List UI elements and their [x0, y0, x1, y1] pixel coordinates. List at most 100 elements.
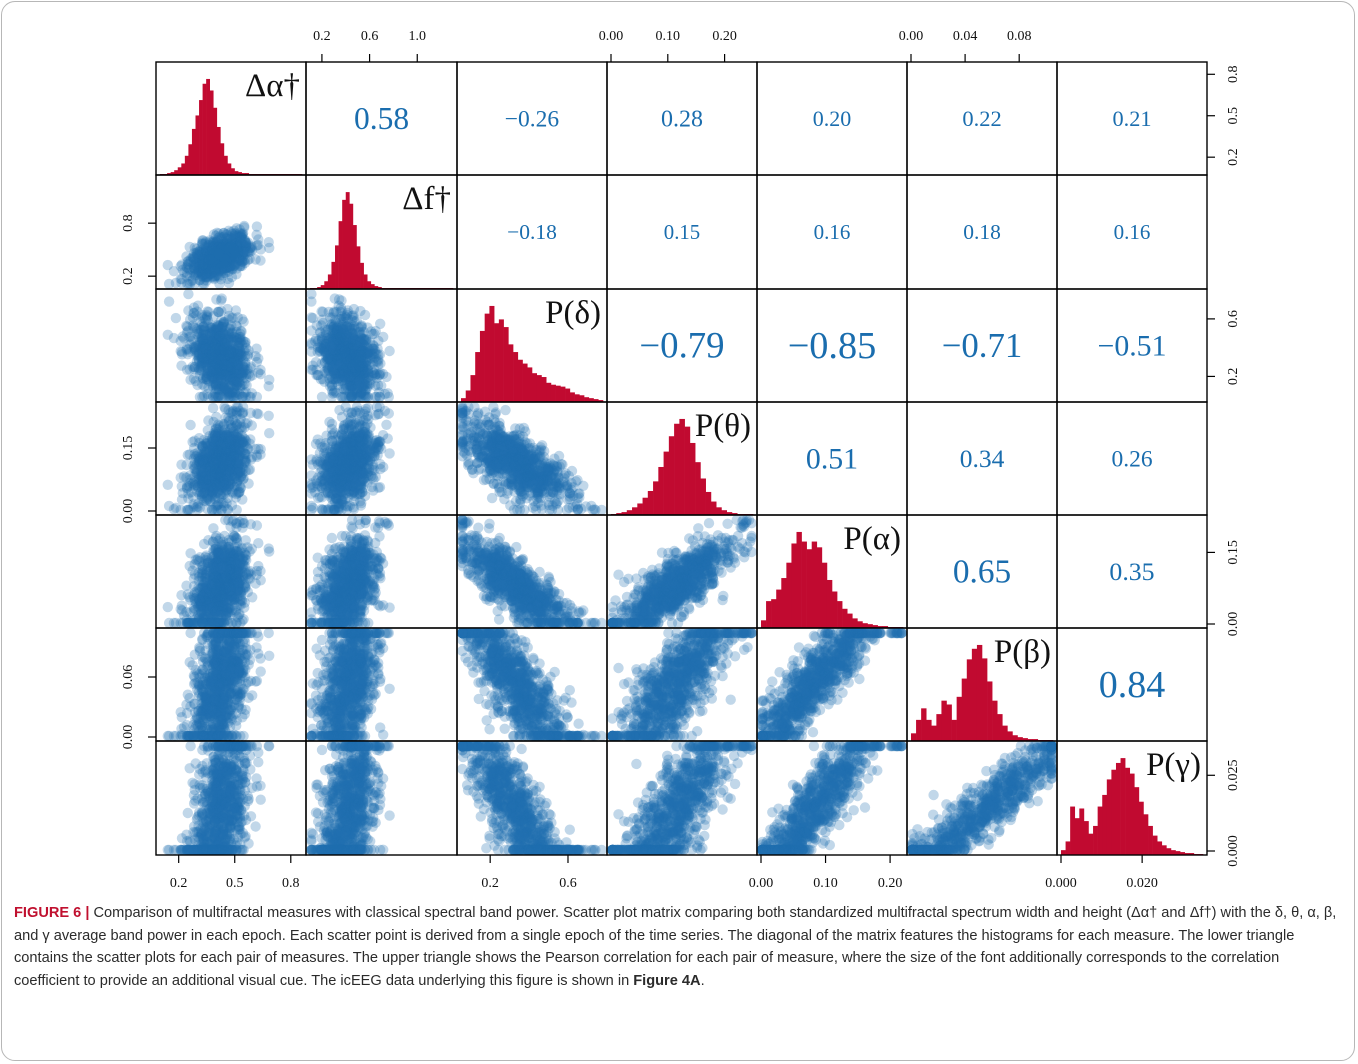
scatter-point [213, 262, 225, 274]
scatter-point [196, 263, 208, 274]
histogram-bar [494, 323, 500, 402]
scatter-point [211, 255, 222, 266]
scatter-point [210, 254, 222, 265]
scatter-point [219, 500, 230, 512]
scatter-point [209, 242, 221, 254]
scatter-point [189, 270, 201, 281]
scatter-point [370, 410, 381, 421]
scatter-point [228, 245, 240, 256]
scatter-point [222, 240, 234, 252]
scatter-point [187, 478, 199, 489]
histogram-bar [241, 173, 246, 175]
panel-0-5: 0.22 [906, 61, 1058, 176]
scatter-point [375, 318, 386, 329]
scatter-point [208, 311, 219, 322]
scatter-point [208, 260, 219, 271]
scatter-point [217, 243, 229, 254]
histogram-bar [234, 171, 239, 175]
scatter-point [200, 268, 212, 279]
scatter-point [213, 251, 224, 262]
scatter-point [201, 246, 212, 258]
scatter-point [209, 364, 221, 375]
scatter-point [216, 293, 227, 304]
scatter-point [216, 241, 227, 252]
scatter-point [235, 465, 246, 476]
scatter-point [353, 381, 364, 392]
scatter-point [219, 369, 231, 381]
scatter-point [218, 227, 230, 239]
scatter-point [311, 478, 322, 489]
scatter-point [237, 248, 248, 259]
scatter-point [355, 305, 366, 317]
scatter-point [168, 332, 180, 344]
scatter-point [202, 266, 213, 278]
scatter-point [326, 490, 337, 501]
histogram-bar [565, 388, 571, 402]
scatter-point [216, 256, 227, 267]
scatter-point [231, 410, 242, 421]
scatter-point [237, 314, 248, 325]
scatter-point [213, 257, 224, 268]
histogram-bar [356, 246, 361, 289]
scatter-point [315, 374, 327, 385]
histogram-bar [199, 100, 203, 175]
scatter-point [217, 257, 229, 269]
scatter-point [181, 251, 192, 262]
scatter-point [232, 239, 243, 250]
scatter-point [192, 253, 203, 264]
scatter-point [316, 391, 328, 403]
scatter-point [228, 243, 239, 255]
scatter-point [189, 278, 201, 290]
scatter-point [219, 244, 230, 256]
panel-0-4: 0.20 [756, 61, 908, 176]
scatter-point [214, 251, 225, 262]
scatter-point [195, 257, 206, 268]
scatter-point [212, 263, 223, 274]
scatter-point [356, 455, 367, 467]
scatter-point [226, 244, 237, 256]
scatter-point [199, 261, 210, 272]
panel-1-6: 0.16 [1056, 174, 1208, 290]
scatter-point [197, 472, 208, 483]
scatter-point [230, 238, 241, 249]
scatter-point [227, 255, 238, 267]
scatter-point [209, 457, 221, 469]
scatter-point [225, 233, 237, 244]
scatter-point [198, 252, 209, 263]
scatter-point [215, 252, 227, 264]
histogram-bar [174, 170, 179, 175]
scatter-point [176, 274, 187, 285]
panel-2-0 [155, 288, 307, 403]
scatter-point [209, 259, 220, 270]
scatter-point [236, 250, 247, 261]
scatter-point [228, 249, 239, 261]
scatter-point [312, 459, 324, 470]
histogram-bar [188, 144, 193, 175]
scatter-point [251, 451, 263, 463]
scatter-point [193, 266, 205, 277]
correlation-value: −0.71 [942, 326, 1023, 365]
scatter-point [225, 247, 236, 258]
scatter-point [330, 373, 341, 385]
scatter-point [227, 243, 238, 254]
scatter-point [230, 258, 241, 270]
histogram-bar [349, 203, 354, 289]
scatter-point [206, 260, 218, 271]
correlation-value: 0.28 [661, 106, 703, 132]
scatter-point [224, 257, 235, 268]
panel-1-1: Δf† [305, 174, 458, 290]
scatter-point [168, 266, 180, 277]
scatter-point [237, 229, 248, 240]
scatter-point [220, 250, 232, 261]
scatter-point [209, 262, 220, 273]
scatter-point [211, 246, 222, 257]
scatter-point [225, 241, 237, 253]
scatter-point [339, 346, 350, 358]
scatter-point [227, 243, 238, 255]
histogram-bar [574, 394, 580, 402]
scatter-point [193, 266, 205, 278]
scatter-point [213, 271, 225, 282]
scatter-point [184, 264, 195, 275]
scatter-point [239, 254, 251, 265]
